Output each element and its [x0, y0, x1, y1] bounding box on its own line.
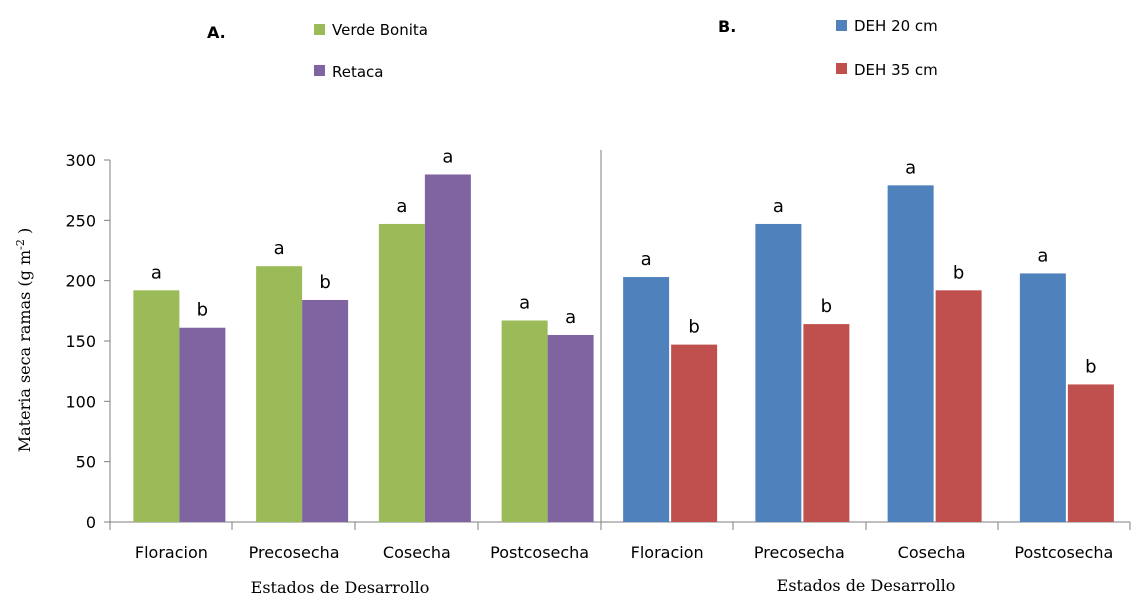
significance-letter: a: [641, 249, 652, 270]
y-tick-label: 200: [65, 272, 96, 291]
significance-letter: a: [396, 196, 407, 217]
category-label: Cosecha: [383, 543, 451, 562]
significance-letter: a: [274, 238, 285, 259]
significance-letter: a: [151, 262, 162, 283]
y-tick-label: 50: [76, 453, 96, 472]
bar: [671, 344, 718, 522]
legend-swatch-verde-bonita: [314, 24, 325, 35]
x-axis-title-a: Estados de Desarrollo: [251, 578, 430, 597]
panel-b-label: B.: [718, 17, 736, 36]
panel-a-label: A.: [207, 23, 226, 42]
category-label: Precosecha: [249, 543, 340, 562]
bar: [501, 320, 548, 522]
y-axis-title: Materia seca ramas (g m-2 ): [14, 228, 34, 452]
legend-label-deh-20: DEH 20 cm: [854, 17, 938, 35]
significance-letter: b: [953, 262, 964, 283]
category-label: Floracion: [631, 543, 704, 562]
bar: [179, 327, 226, 522]
significance-letter: b: [319, 272, 330, 293]
category-label: Floracion: [135, 543, 208, 562]
significance-letter: a: [1037, 245, 1048, 266]
bar: [1067, 384, 1114, 522]
y-tick-label: 0: [86, 513, 96, 532]
significance-letter: b: [821, 296, 832, 317]
significance-letter: b: [197, 300, 208, 321]
category-label: Precosecha: [754, 543, 845, 562]
significance-letter: b: [1085, 356, 1096, 377]
bar: [623, 277, 670, 522]
legend-label-verde-bonita: Verde Bonita: [332, 21, 428, 39]
bar: [424, 174, 471, 523]
bar: [378, 223, 425, 522]
significance-letter: a: [565, 307, 576, 328]
bar: [256, 266, 303, 522]
bar: [935, 290, 982, 522]
category-label: Cosecha: [898, 543, 966, 562]
bar: [302, 299, 349, 522]
legend-label-deh-35: DEH 35 cm: [854, 61, 938, 79]
legend-swatch-deh-20: [836, 20, 847, 31]
x-axis-title-b: Estados de Desarrollo: [777, 576, 956, 595]
category-label: Postcosecha: [490, 543, 589, 562]
category-label: Postcosecha: [1014, 543, 1113, 562]
y-tick-label: 150: [65, 332, 96, 351]
significance-letter: b: [688, 317, 699, 338]
significance-letter: a: [442, 146, 453, 167]
y-tick-label: 100: [65, 392, 96, 411]
y-tick-label: 250: [65, 211, 96, 230]
y-tick-label: 300: [65, 151, 96, 170]
significance-letter: a: [519, 292, 530, 313]
bar: [887, 185, 934, 522]
significance-letter: a: [905, 157, 916, 178]
bar: [803, 324, 850, 522]
bar: [547, 334, 594, 522]
legend-swatch-retaca: [314, 65, 325, 76]
bar: [133, 290, 180, 522]
bar: [1019, 273, 1066, 522]
significance-letter: a: [773, 196, 784, 217]
bar: [755, 223, 802, 522]
legend-label-retaca: Retaca: [332, 63, 384, 81]
legend-swatch-deh-35: [836, 63, 847, 74]
